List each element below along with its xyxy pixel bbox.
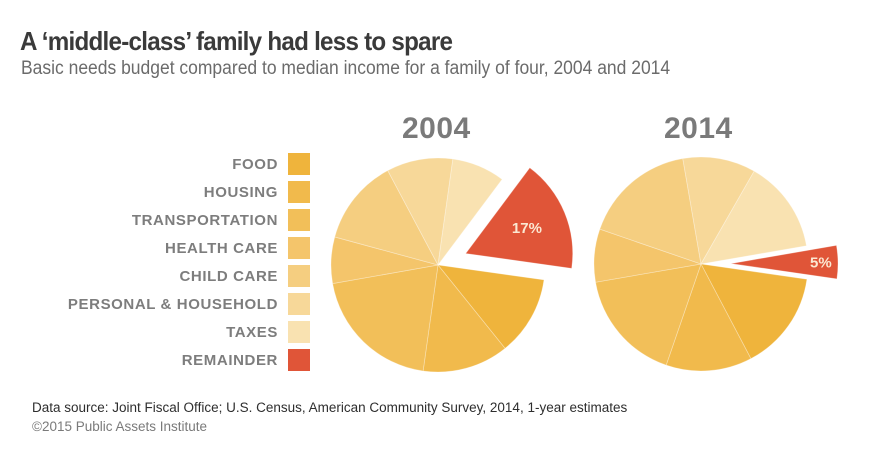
pie-slice-2014-housing xyxy=(665,262,752,372)
chart-subtitle: Basic needs budget compared to median in… xyxy=(21,58,671,79)
slice-label-2004: 17% xyxy=(512,220,542,237)
pie-2014: 5% xyxy=(593,156,839,372)
pie-slice-2014-remainder xyxy=(730,244,839,280)
chart-title: A ‘middle-class’ family had less to spar… xyxy=(20,26,453,56)
legend-label: TAXES xyxy=(226,323,278,341)
legend-item-personal-household: PERSONAL & HOUSEHOLD xyxy=(68,292,310,316)
legend-item-transportation: TRANSPORTATION xyxy=(132,208,310,232)
legend-label: TRANSPORTATION xyxy=(131,211,278,229)
legend-item-housing: HOUSING xyxy=(204,180,310,204)
legend-label: HEALTH CARE xyxy=(165,239,278,257)
pie-slice-2004-child-care xyxy=(334,169,439,266)
pie-slice-2014-transportation xyxy=(595,263,702,366)
legend-item-taxes: TAXES xyxy=(226,320,310,344)
legend-swatch xyxy=(288,265,310,287)
data-source-note: Data source: Joint Fiscal Office; U.S. C… xyxy=(32,400,628,415)
pie-slice-2014-personal-and-household xyxy=(682,156,755,266)
pie-slice-2004-housing xyxy=(422,264,506,373)
pie-title-2014: 2014 xyxy=(664,112,733,145)
pie-slice-2004-personal-and-household xyxy=(387,157,454,267)
legend-swatch xyxy=(288,293,310,315)
legend-item-health-care: HEALTH CARE xyxy=(165,236,310,260)
legend-swatch xyxy=(288,237,310,259)
legend-item-remainder: REMAINDER xyxy=(182,348,310,372)
pie-slice-2004-health-care xyxy=(330,236,439,285)
pie-slice-2004-taxes xyxy=(437,158,503,266)
pie-slice-2004-food xyxy=(437,264,545,349)
legend-swatch xyxy=(288,209,310,231)
slice-label-2014: 5% xyxy=(810,254,832,271)
legend-swatch xyxy=(288,349,310,371)
legend-label: PERSONAL & HOUSEHOLD xyxy=(67,295,278,313)
legend-label: CHILD CARE xyxy=(179,267,278,285)
legend-item-food: FOOD xyxy=(232,152,310,176)
pie-title-2004: 2004 xyxy=(402,112,471,145)
pie-slice-2014-food xyxy=(700,263,808,360)
pie-slice-2014-taxes xyxy=(700,170,807,265)
legend-swatch xyxy=(288,181,310,203)
legend-swatch xyxy=(288,153,310,175)
legend-label: REMAINDER xyxy=(181,351,278,369)
pie-2004: 17% xyxy=(330,157,574,373)
pie-slice-2014-child-care xyxy=(599,158,702,265)
copyright-note: ©2015 Public Assets Institute xyxy=(32,419,208,434)
legend-swatch xyxy=(288,321,310,343)
legend-label: FOOD xyxy=(232,155,278,173)
legend-label: HOUSING xyxy=(203,183,278,201)
pie-slice-2004-transportation xyxy=(332,264,439,372)
legend-item-child-care: CHILD CARE xyxy=(179,264,310,288)
pie-slice-2014-health-care xyxy=(593,228,702,283)
pie-slice-2004-remainder xyxy=(464,167,574,269)
